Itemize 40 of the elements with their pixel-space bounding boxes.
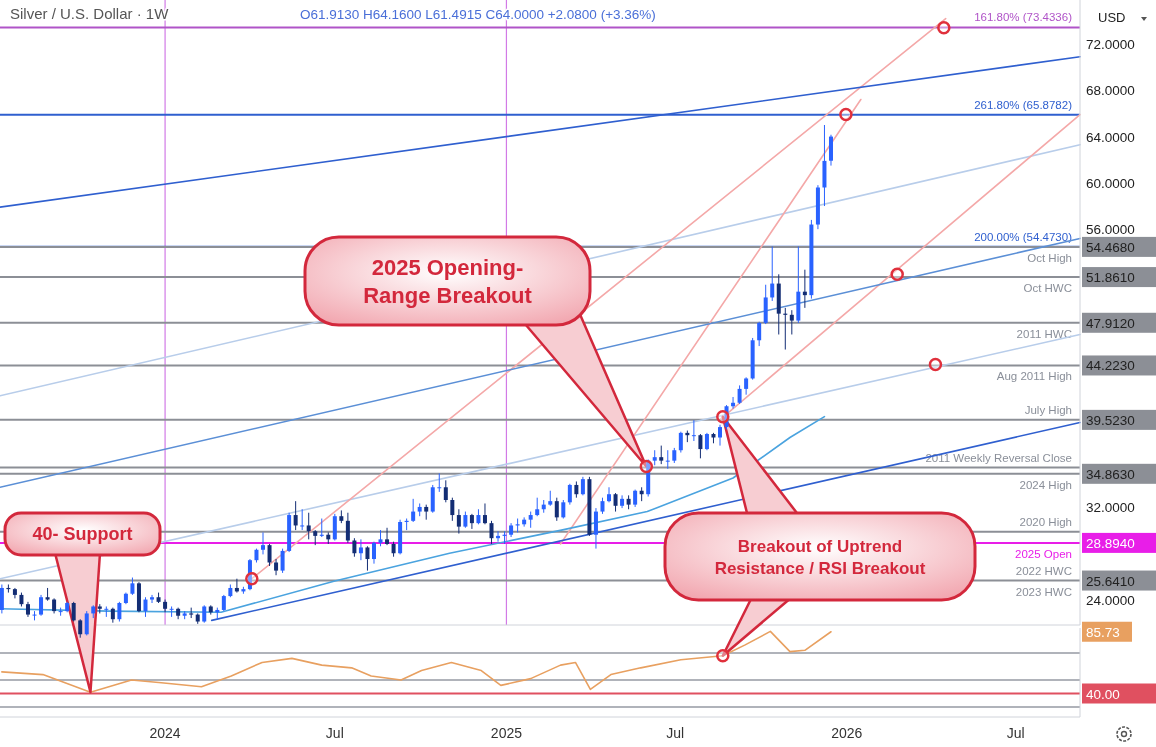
y-tick-label: 28.8940 [1086,535,1135,551]
x-tick-label: 2024 [149,725,181,741]
y-tick-label: 56.0000 [1086,222,1135,238]
x-tick-label: Jul [325,725,344,741]
y-tick-label: 68.0000 [1086,83,1135,99]
currency-menu: USD [1098,10,1147,25]
y-tick-label: 54.4680 [1086,239,1135,255]
ref-line-label: July High [1024,403,1072,416]
y-tick-label: 34.8630 [1086,466,1135,482]
y-tick-label: 47.9120 [1086,315,1135,331]
y-tick-label: 24.0000 [1086,592,1135,608]
ref-line-label: Aug 2011 High [996,370,1072,383]
annotation: 40- Support [32,524,133,545]
chart-title: Silver / U.S. Dollar · 1W [10,5,170,22]
x-tick-label: 2025 [490,725,523,741]
annotation: 2025 Opening- Range Breakout [363,254,533,309]
ref-line-label: 2020 High [1019,515,1072,528]
y-tick-label: 39.5230 [1086,412,1135,428]
ref-line-label: 2024 High [1019,478,1072,491]
y-tick-label: 40.00 [1086,686,1120,702]
y-tick-label: 44.2230 [1086,358,1135,374]
y-tick-label: 64.0000 [1086,129,1135,145]
ref-line-label: 261.80% (65.8782) [974,98,1073,111]
ref-line-label: 2025 Open [1015,547,1072,560]
y-tick-label: 32.0000 [1086,499,1135,515]
y-tick-label: 72.0000 [1086,36,1135,52]
ref-line-label: Oct HWC [1023,282,1072,295]
y-tick-label: 25.6410 [1086,573,1135,589]
ref-line-label: 2022 HWC 2023 HWC [1015,564,1072,598]
y-tick-label: 51.8610 [1086,270,1135,286]
annotation: Breakout of Uptrend Resistance / RSI Breakout [714,536,926,578]
x-tick-label: 2026 [831,725,863,741]
x-tick-label: Jul [666,725,685,741]
ref-line-label: 161.80% (73.4336) [974,11,1073,24]
ref-line-label: 200.00% (54.4730) [974,230,1073,243]
ref-line-label: 2011 HWC [1016,327,1072,340]
ref-line-label: Oct High [1027,251,1072,264]
y-tick-label: 60.0000 [1086,175,1135,191]
x-tick-label: Jul [1006,725,1025,741]
y-tick-label: 85.73 [1086,624,1120,640]
